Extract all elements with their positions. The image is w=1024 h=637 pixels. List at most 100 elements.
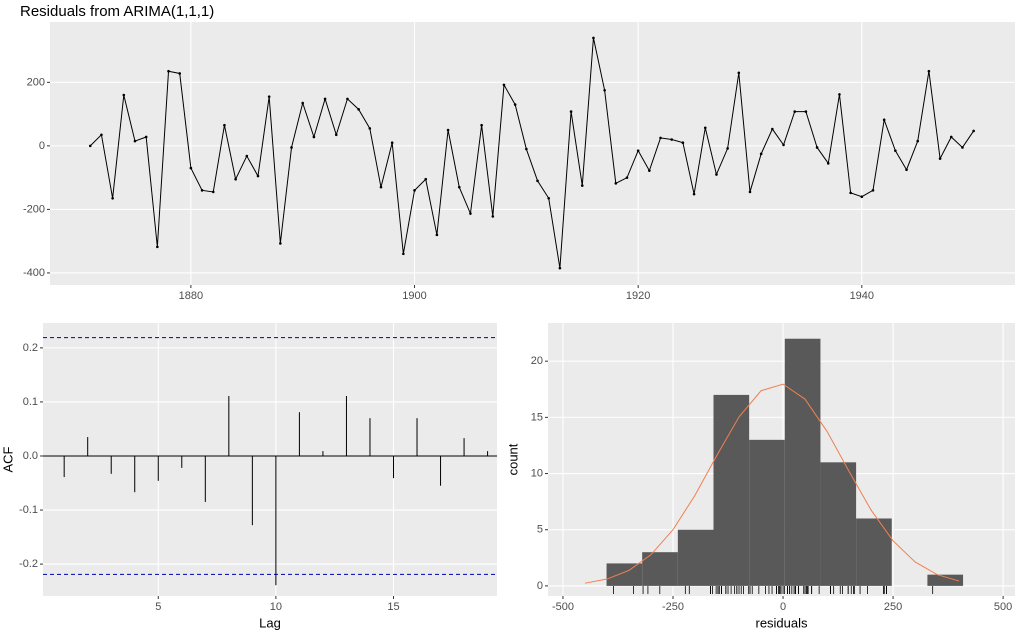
y-tick-label: -0.2 <box>19 558 38 570</box>
y-tick-label: 15 <box>531 411 543 423</box>
point <box>368 127 372 130</box>
point <box>502 83 506 87</box>
point <box>748 190 752 194</box>
y-tick-label: -200 <box>23 203 45 215</box>
point <box>100 133 103 137</box>
point <box>290 146 293 149</box>
y-tick-label: 20 <box>531 355 543 367</box>
density-curve <box>584 383 960 584</box>
point <box>972 129 975 133</box>
point <box>133 139 137 143</box>
point <box>580 184 584 187</box>
point <box>558 266 562 270</box>
point <box>703 126 707 130</box>
x-tick-label: 1940 <box>850 290 874 302</box>
y-tick-label: 0.0 <box>23 450 38 462</box>
point <box>569 110 573 113</box>
x-tick-label: 5 <box>155 601 161 613</box>
y-axis-title: count <box>505 443 520 475</box>
point <box>457 185 461 189</box>
point <box>88 144 92 148</box>
x-tick-label: 10 <box>270 601 282 613</box>
point <box>525 147 528 151</box>
point <box>871 189 875 192</box>
y-tick-label: 200 <box>27 76 45 88</box>
point <box>111 196 114 200</box>
y-tick-label: 0 <box>39 140 45 152</box>
point <box>312 135 316 139</box>
point <box>838 93 841 96</box>
y-tick-label: 5 <box>537 524 543 536</box>
point <box>234 177 237 181</box>
point <box>849 191 852 195</box>
point <box>279 242 282 245</box>
point <box>379 185 383 189</box>
point <box>759 152 763 156</box>
x-tick-label: 1900 <box>402 290 426 302</box>
point <box>670 138 674 141</box>
y-axis-title: ACF <box>0 446 15 472</box>
point <box>614 182 618 185</box>
point <box>223 123 226 127</box>
x-tick-label: 500 <box>994 601 1012 613</box>
point <box>860 195 864 198</box>
y-tick-label: 10 <box>531 467 543 479</box>
x-axis-title: residuals <box>755 615 808 630</box>
y-tick-label: -400 <box>23 267 45 279</box>
point <box>167 69 170 73</box>
point <box>815 146 819 149</box>
histogram-bar <box>784 338 821 586</box>
y-tick-label: -0.1 <box>19 504 38 516</box>
point <box>346 97 349 101</box>
point <box>413 189 416 192</box>
point <box>402 252 405 256</box>
point <box>592 36 595 40</box>
point <box>681 141 685 145</box>
point <box>603 88 606 92</box>
point <box>938 157 942 160</box>
point <box>726 147 729 150</box>
point <box>547 196 551 200</box>
y-tick-label: 0.1 <box>23 396 38 408</box>
x-tick-label: 0 <box>780 601 786 613</box>
panel-background <box>50 22 1015 285</box>
point <box>178 72 182 75</box>
point <box>826 162 830 165</box>
point <box>927 69 931 73</box>
point <box>156 245 159 249</box>
point <box>122 93 126 97</box>
point <box>323 97 327 101</box>
point <box>513 103 517 106</box>
point <box>357 108 360 111</box>
point <box>648 169 651 172</box>
y-tick-label: 0 <box>537 580 543 592</box>
point <box>737 71 741 75</box>
point <box>301 101 305 105</box>
histogram-bar <box>606 563 643 586</box>
point <box>625 176 629 179</box>
point <box>715 173 718 176</box>
histogram-bar <box>927 574 964 586</box>
point <box>144 135 148 139</box>
point <box>905 168 908 171</box>
x-axis-title: Lag <box>259 615 281 630</box>
histogram-bar <box>677 529 714 586</box>
point <box>256 174 260 178</box>
point <box>480 123 483 127</box>
x-tick-label: 15 <box>387 601 399 613</box>
histogram-bar <box>642 552 678 586</box>
point <box>804 110 808 113</box>
point <box>961 146 964 149</box>
chart-title: Residuals from ARIMA(1,1,1) <box>20 3 214 20</box>
series-line <box>89 37 975 269</box>
point <box>894 149 897 152</box>
point <box>334 133 338 137</box>
x-tick-label: 1920 <box>626 290 650 302</box>
point <box>211 190 215 194</box>
point <box>491 215 495 218</box>
point <box>446 128 450 132</box>
point <box>245 154 249 158</box>
point <box>267 95 271 98</box>
histogram-bar <box>749 439 785 586</box>
x-tick-label: 250 <box>884 601 902 613</box>
